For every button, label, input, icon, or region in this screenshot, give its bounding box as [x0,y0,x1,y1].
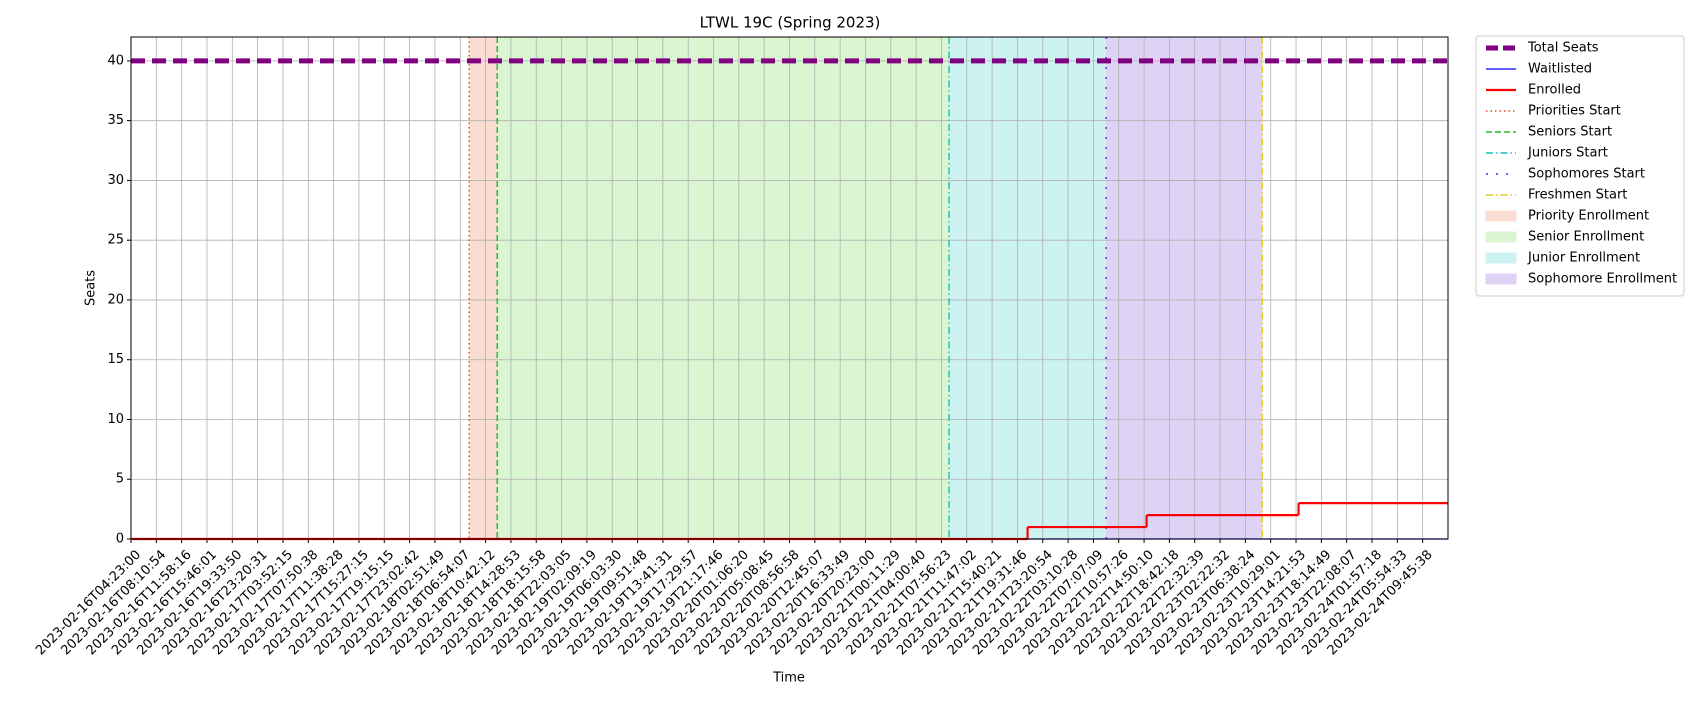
legend-label: Juniors Start [1527,146,1608,161]
enrollment-span [1106,37,1263,539]
legend-label: Senior Enrollment [1528,230,1644,245]
chart-title: LTWL 19C (Spring 2023) [700,14,881,32]
legend-swatch [1485,252,1517,264]
legend-label: Priorities Start [1528,104,1621,119]
x-axis-label: Time [772,671,805,686]
y-axis-label: Seats [84,270,99,306]
plot-frame [130,36,1449,540]
enrollment-span [949,37,1107,539]
legend-label: Total Seats [1527,41,1599,56]
legend-label: Sophomore Enrollment [1528,272,1677,287]
legend-swatch [1485,231,1517,243]
y-tick-label: 35 [107,113,124,128]
y-tick-label: 20 [107,292,124,307]
y-tick-label: 25 [107,233,124,248]
legend-label: Seniors Start [1528,125,1612,140]
legend-box [1475,35,1685,297]
y-tick-label: 15 [107,352,124,367]
legend-swatch [1485,273,1517,285]
legend-label: Sophomores Start [1528,167,1645,182]
legend-label: Freshmen Start [1528,188,1627,203]
legend-label: Waitlisted [1528,62,1592,77]
y-tick-label: 10 [107,412,124,427]
enrollment-span [469,37,498,539]
legend-swatch [1485,210,1517,222]
y-tick-label: 5 [116,472,124,487]
y-tick-label: 40 [107,53,124,68]
enrollment-span [497,37,950,539]
y-tick-label: 0 [116,532,124,547]
legend-label: Priority Enrollment [1528,209,1649,224]
y-tick-label: 30 [107,173,124,188]
legend-label: Enrolled [1528,83,1581,98]
legend-label: Junior Enrollment [1527,251,1640,266]
